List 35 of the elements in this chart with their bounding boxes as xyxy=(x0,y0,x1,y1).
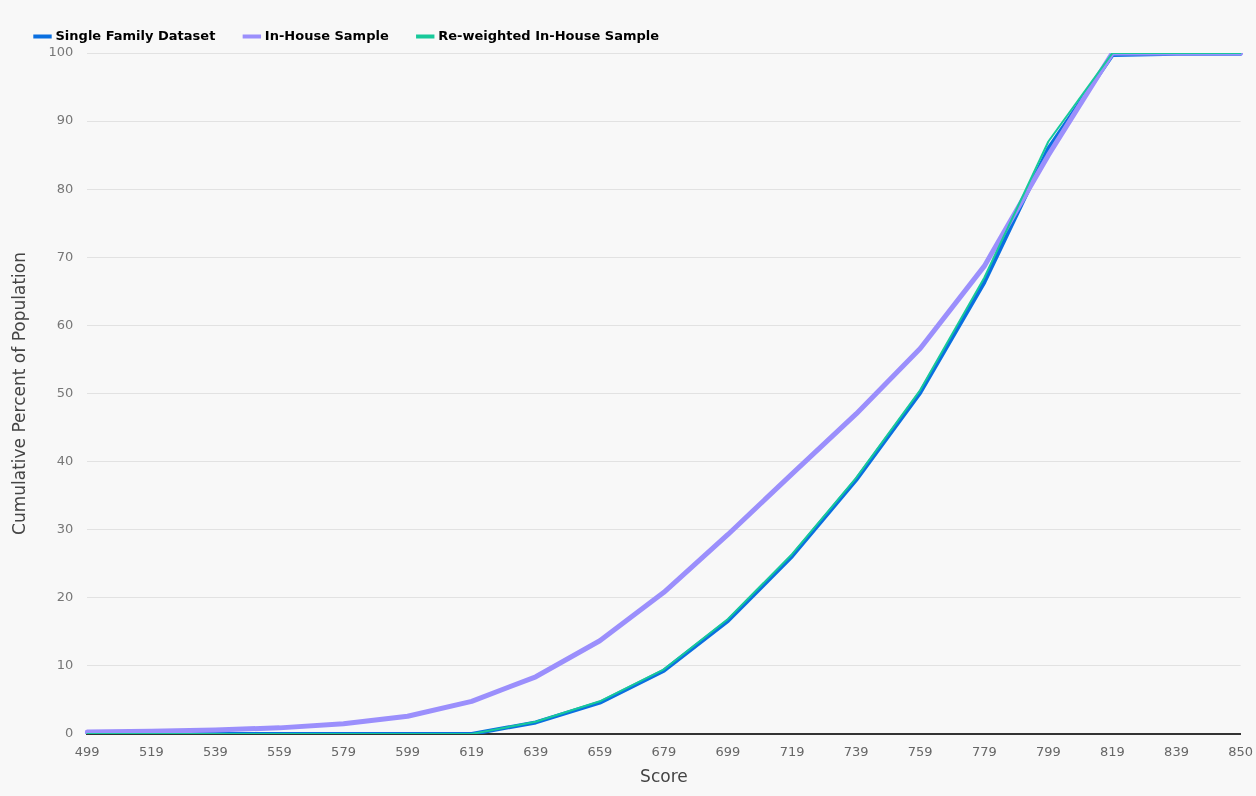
y-tick-label: 50 xyxy=(56,384,74,400)
x-tick-label: 739 xyxy=(843,744,869,760)
x-tick-label: 759 xyxy=(907,744,933,760)
x-tick-label: 599 xyxy=(395,744,421,760)
x-tick-label: 819 xyxy=(1100,744,1125,760)
legend-label: In-House Sample xyxy=(264,27,389,43)
x-tick-label: 699 xyxy=(715,744,741,760)
y-tick-label: 100 xyxy=(48,44,74,60)
x-tick-label: 559 xyxy=(267,744,292,760)
legend-label: Re-weighted In-House Sample xyxy=(438,27,660,43)
x-tick-label: 799 xyxy=(1035,744,1061,760)
x-tick-label: 839 xyxy=(1164,744,1189,760)
x-tick-label: 679 xyxy=(651,744,677,760)
y-tick-label: 30 xyxy=(56,521,74,537)
y-tick-label: 70 xyxy=(56,248,74,264)
x-tick-label: 850 xyxy=(1228,744,1254,760)
x-tick-label: 639 xyxy=(523,744,549,760)
x-axis-title: Score xyxy=(640,766,688,787)
x-tick-label: 519 xyxy=(138,744,164,760)
y-tick-label: 60 xyxy=(56,316,74,332)
y-tick-label: 40 xyxy=(56,452,74,468)
y-tick-label: 0 xyxy=(64,725,74,741)
y-tick-label: 90 xyxy=(56,112,74,128)
x-tick-label: 539 xyxy=(202,744,228,760)
y-tick-label: 10 xyxy=(56,657,74,673)
y-axis-title: Cumulative Percent of Population xyxy=(8,252,29,535)
y-tick-label: 80 xyxy=(56,180,74,196)
y-tick-label: 20 xyxy=(56,589,74,605)
x-tick-label: 719 xyxy=(779,744,805,760)
legend-label: Single Family Dataset xyxy=(55,27,216,43)
x-tick-label: 779 xyxy=(971,744,997,760)
x-tick-label: 499 xyxy=(74,744,100,760)
x-tick-label: 579 xyxy=(331,744,356,760)
x-tick-label: 659 xyxy=(587,744,613,760)
x-tick-label: 619 xyxy=(459,744,485,760)
